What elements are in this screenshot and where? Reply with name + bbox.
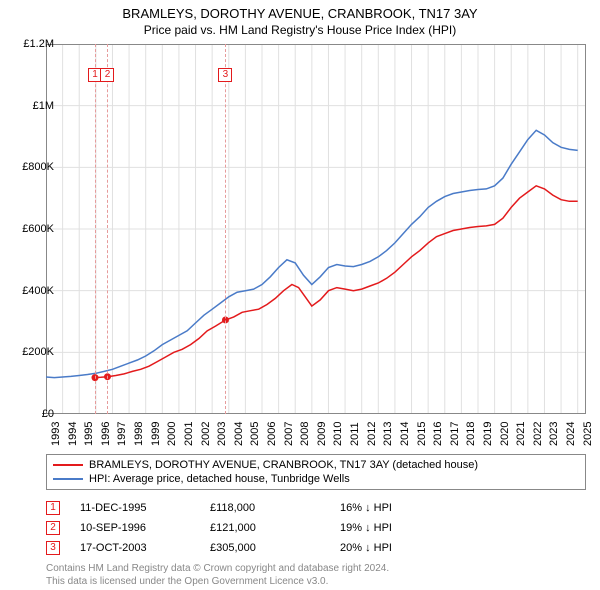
sale-price: £305,000 (210, 542, 340, 554)
x-tick-label: 1998 (133, 422, 145, 446)
sale-vline (107, 44, 108, 414)
sale-row-marker: 1 (46, 501, 60, 515)
y-tick-label: £400K (22, 285, 54, 297)
sale-date: 11-DEC-1995 (80, 502, 210, 514)
legend-label: BRAMLEYS, DOROTHY AVENUE, CRANBROOK, TN1… (89, 459, 478, 471)
x-tick-label: 2020 (499, 422, 511, 446)
x-tick-label: 2013 (382, 422, 394, 446)
sales-table: 1 11-DEC-1995£118,00016% ↓ HPI 2 10-SEP-199… (46, 498, 586, 558)
title-block: BRAMLEYS, DOROTHY AVENUE, CRANBROOK, TN1… (0, 0, 600, 39)
sale-vline (95, 44, 96, 414)
legend-swatch (53, 464, 83, 466)
x-tick-label: 2004 (233, 422, 245, 446)
chart-svg (46, 44, 586, 414)
sale-delta: 20% ↓ HPI (340, 542, 470, 554)
footer-line-2: This data is licensed under the Open Gov… (46, 576, 389, 589)
x-tick-label: 2002 (200, 422, 212, 446)
sale-marker-2: 2 (100, 68, 114, 82)
x-tick-label: 2018 (465, 422, 477, 446)
x-tick-label: 2010 (332, 422, 344, 446)
x-tick-label: 2006 (266, 422, 278, 446)
footer-line-1: Contains HM Land Registry data © Crown c… (46, 563, 389, 576)
legend: BRAMLEYS, DOROTHY AVENUE, CRANBROOK, TN1… (46, 454, 586, 490)
x-tick-label: 2008 (299, 422, 311, 446)
x-tick-label: 2001 (183, 422, 195, 446)
sale-delta: 16% ↓ HPI (340, 502, 470, 514)
sale-price: £118,000 (210, 502, 340, 514)
y-tick-label: £1M (33, 100, 54, 112)
x-tick-label: 2025 (582, 422, 594, 446)
legend-swatch (53, 478, 83, 480)
x-tick-label: 2017 (449, 422, 461, 446)
y-tick-label: £0 (42, 408, 54, 420)
x-tick-label: 2012 (366, 422, 378, 446)
sale-row-marker: 2 (46, 521, 60, 535)
sale-row: 2 10-SEP-1996£121,00019% ↓ HPI (46, 518, 586, 538)
sale-date: 17-OCT-2003 (80, 542, 210, 554)
y-tick-label: £200K (22, 346, 54, 358)
sale-row-marker: 3 (46, 541, 60, 555)
x-tick-label: 2011 (349, 422, 361, 446)
y-tick-label: £1.2M (23, 38, 54, 50)
legend-label: HPI: Average price, detached house, Tunb… (89, 473, 350, 485)
x-tick-label: 1996 (100, 422, 112, 446)
x-tick-label: 1994 (67, 422, 79, 446)
x-tick-label: 2023 (548, 422, 560, 446)
x-tick-label: 2024 (565, 422, 577, 446)
chart-container: BRAMLEYS, DOROTHY AVENUE, CRANBROOK, TN1… (0, 0, 600, 590)
x-tick-label: 1995 (83, 422, 95, 446)
x-tick-label: 2005 (249, 422, 261, 446)
sale-vline (225, 44, 226, 414)
y-tick-label: £600K (22, 223, 54, 235)
sale-marker-3: 3 (218, 68, 232, 82)
sale-delta: 19% ↓ HPI (340, 522, 470, 534)
legend-row: BRAMLEYS, DOROTHY AVENUE, CRANBROOK, TN1… (53, 458, 579, 472)
x-tick-label: 1999 (150, 422, 162, 446)
x-tick-label: 2009 (316, 422, 328, 446)
title-sub: Price paid vs. HM Land Registry's House … (0, 23, 600, 37)
x-tick-label: 2022 (532, 422, 544, 446)
sale-row: 1 11-DEC-1995£118,00016% ↓ HPI (46, 498, 586, 518)
sale-row: 3 17-OCT-2003£305,00020% ↓ HPI (46, 538, 586, 558)
x-tick-label: 2019 (482, 422, 494, 446)
footer-attribution: Contains HM Land Registry data © Crown c… (46, 563, 389, 588)
x-tick-label: 2016 (432, 422, 444, 446)
x-tick-label: 2003 (216, 422, 228, 446)
chart-plot-area: 123 (46, 44, 586, 414)
y-tick-label: £800K (22, 161, 54, 173)
sale-date: 10-SEP-1996 (80, 522, 210, 534)
x-tick-label: 2015 (416, 422, 428, 446)
title-main: BRAMLEYS, DOROTHY AVENUE, CRANBROOK, TN1… (0, 6, 600, 21)
x-tick-label: 1997 (116, 422, 128, 446)
x-tick-label: 2007 (283, 422, 295, 446)
x-tick-label: 2014 (399, 422, 411, 446)
x-tick-label: 1993 (50, 422, 62, 446)
x-tick-label: 2021 (515, 422, 527, 446)
sale-price: £121,000 (210, 522, 340, 534)
legend-row: HPI: Average price, detached house, Tunb… (53, 472, 579, 486)
x-tick-label: 2000 (166, 422, 178, 446)
